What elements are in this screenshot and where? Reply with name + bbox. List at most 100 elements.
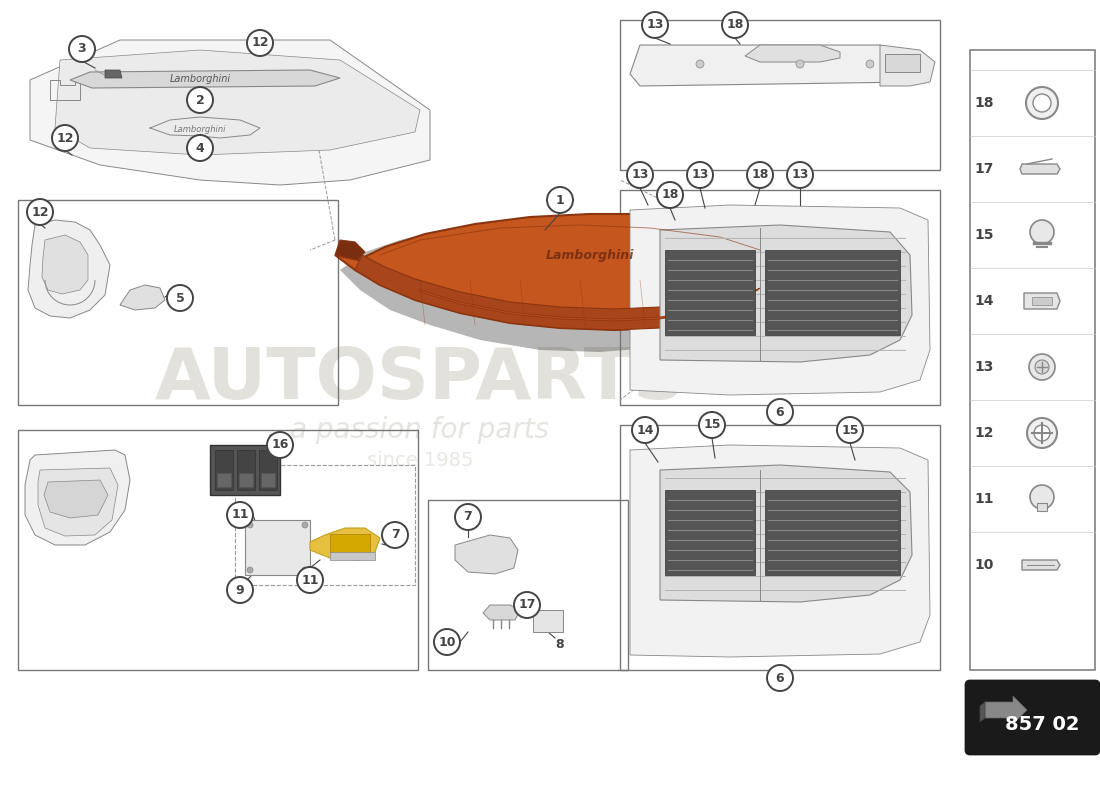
Polygon shape [764, 490, 900, 575]
Text: a passion for parts: a passion for parts [290, 416, 550, 444]
Circle shape [302, 522, 308, 528]
Text: 6: 6 [776, 406, 784, 418]
Bar [210, 445, 280, 495]
Circle shape [722, 12, 748, 38]
Bar [236, 450, 255, 490]
Bar [620, 425, 940, 670]
Text: 13: 13 [975, 360, 993, 374]
Polygon shape [120, 285, 165, 310]
Circle shape [786, 162, 813, 188]
Circle shape [1027, 418, 1057, 448]
Polygon shape [336, 214, 778, 330]
Circle shape [455, 504, 481, 530]
Circle shape [248, 567, 253, 573]
Circle shape [302, 567, 308, 573]
Circle shape [187, 87, 213, 113]
Text: 18: 18 [726, 18, 744, 31]
Text: 13: 13 [691, 169, 708, 182]
Circle shape [1033, 94, 1050, 112]
Bar [235, 465, 415, 585]
Polygon shape [880, 45, 935, 86]
Bar [620, 190, 940, 405]
Polygon shape [980, 702, 984, 722]
Circle shape [632, 417, 658, 443]
Polygon shape [666, 490, 755, 575]
Bar [970, 50, 1094, 670]
Circle shape [657, 182, 683, 208]
Text: 18: 18 [975, 96, 993, 110]
Polygon shape [355, 255, 778, 330]
Bar [258, 450, 277, 490]
Polygon shape [1020, 164, 1060, 174]
Circle shape [767, 665, 793, 691]
Text: 17: 17 [975, 162, 993, 176]
Text: 7: 7 [463, 510, 472, 523]
Text: 12: 12 [31, 206, 48, 218]
Text: 13: 13 [631, 169, 649, 182]
Circle shape [248, 522, 253, 528]
Circle shape [1035, 360, 1049, 374]
Text: 18: 18 [751, 169, 769, 182]
Polygon shape [666, 250, 755, 335]
Text: 6: 6 [776, 671, 784, 685]
Bar [886, 54, 920, 72]
Polygon shape [420, 288, 760, 321]
Circle shape [1026, 87, 1058, 119]
Circle shape [547, 187, 573, 213]
Text: 14: 14 [975, 294, 993, 308]
Polygon shape [55, 50, 420, 155]
Circle shape [866, 60, 874, 68]
Text: 2: 2 [196, 94, 205, 106]
Bar [330, 534, 370, 552]
Text: 18: 18 [661, 189, 679, 202]
Text: 14: 14 [636, 423, 653, 437]
Circle shape [1028, 354, 1055, 380]
Text: 3: 3 [78, 42, 86, 55]
Polygon shape [483, 605, 520, 620]
Text: 10: 10 [975, 558, 993, 572]
Text: 11: 11 [975, 492, 993, 506]
Text: 857 02: 857 02 [1004, 715, 1079, 734]
Text: 7: 7 [390, 529, 399, 542]
Bar [1032, 297, 1052, 305]
Text: 5: 5 [176, 291, 185, 305]
Circle shape [1030, 220, 1054, 244]
Polygon shape [340, 217, 785, 352]
Polygon shape [660, 225, 912, 362]
Polygon shape [660, 465, 912, 602]
Polygon shape [984, 696, 1027, 724]
Text: 13: 13 [647, 18, 663, 31]
Circle shape [248, 30, 273, 56]
Circle shape [52, 125, 78, 151]
Circle shape [696, 60, 704, 68]
Bar [620, 20, 940, 170]
Polygon shape [1024, 293, 1060, 309]
Circle shape [514, 592, 540, 618]
Circle shape [1030, 485, 1054, 509]
Circle shape [747, 162, 773, 188]
Text: Lamborghini: Lamborghini [174, 125, 227, 134]
Bar [217, 473, 231, 487]
Circle shape [382, 522, 408, 548]
Text: 16: 16 [272, 438, 288, 451]
Text: 4: 4 [196, 142, 205, 154]
Text: 8: 8 [556, 638, 564, 651]
Text: 12: 12 [975, 426, 993, 440]
Bar [18, 430, 418, 670]
Circle shape [837, 417, 864, 443]
Text: 17: 17 [518, 598, 536, 611]
Circle shape [227, 577, 253, 603]
Bar [18, 200, 338, 405]
Polygon shape [336, 240, 365, 260]
Circle shape [796, 60, 804, 68]
Polygon shape [42, 235, 88, 294]
Text: 13: 13 [791, 169, 808, 182]
Bar [330, 552, 375, 560]
Polygon shape [310, 528, 380, 560]
Text: 11: 11 [301, 574, 319, 586]
Circle shape [698, 412, 725, 438]
Polygon shape [104, 70, 122, 78]
Circle shape [227, 502, 253, 528]
Text: 10: 10 [438, 635, 455, 649]
Polygon shape [630, 445, 930, 657]
